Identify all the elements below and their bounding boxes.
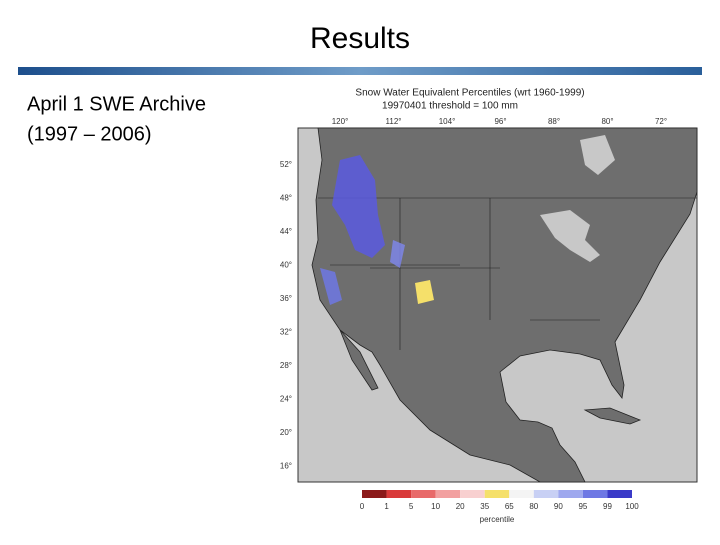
latitude-label: 16° (280, 462, 292, 471)
latitude-label: 20° (280, 428, 292, 437)
latitude-label: 36° (280, 294, 292, 303)
snow-blue (332, 155, 385, 258)
colorbar-label: 65 (505, 502, 514, 511)
great-lakes (540, 210, 600, 262)
colorbar-caption: percentile (480, 515, 515, 524)
slide-title: Results (310, 22, 410, 55)
colorbar-label: 95 (578, 502, 587, 511)
longitude-label: 72° (655, 117, 667, 126)
latitude-label: 52° (280, 160, 292, 169)
latitude-labels: 52° 48° 44° 40° 36° 32° 28° 24° 20° 16° (280, 160, 292, 471)
baja (339, 329, 379, 391)
map-figure: Snow Water Equivalent Percentiles (wrt 1… (280, 88, 698, 524)
latitude-label: 40° (280, 261, 292, 270)
cuba (583, 407, 642, 425)
longitude-label: 104° (439, 117, 456, 126)
latitude-label: 32° (280, 328, 292, 337)
colorbar-segment (558, 490, 583, 498)
colorbar-segment (509, 490, 534, 498)
colorbar-label: 20 (456, 502, 465, 511)
colorbar-label: 90 (554, 502, 563, 511)
colorbar-label: 35 (480, 502, 489, 511)
longitude-label: 80° (601, 117, 613, 126)
map-title: Snow Water Equivalent Percentiles (wrt 1… (355, 88, 584, 99)
map-subtitle: 19970401 threshold = 100 mm (382, 101, 518, 112)
latitude-label: 24° (280, 395, 292, 404)
body-text: (1997 – 2006) (27, 123, 152, 145)
body-text: April 1 SWE Archive (27, 93, 206, 115)
colorbar-label: 5 (409, 502, 414, 511)
colorbar-segment (386, 490, 412, 498)
snow-blue (390, 240, 405, 268)
colorbar-label: 100 (625, 502, 639, 511)
longitude-label: 88° (548, 117, 560, 126)
colorbar-label: 10 (431, 502, 440, 511)
latitude-label: 28° (280, 361, 292, 370)
colorbar-segment (460, 490, 485, 498)
header-bar (18, 67, 702, 75)
colorbar-segment (533, 490, 559, 498)
colorbar-segment (362, 490, 387, 498)
colorbar-label: 80 (529, 502, 538, 511)
colorbar-segment (484, 490, 510, 498)
longitude-label: 112° (386, 117, 402, 126)
latitude-label: 48° (280, 194, 292, 203)
snow-blue (320, 268, 342, 305)
hudson-bay (580, 135, 615, 175)
colorbar-label: 0 (360, 502, 365, 511)
longitude-labels: 120° 112° 104° 96° 88° 80° 72° (332, 117, 667, 126)
colorbar-label: 1 (384, 502, 389, 511)
colorbar-segment (411, 490, 436, 498)
snow-yellow (415, 280, 434, 304)
colorbar-segment (582, 490, 608, 498)
longitude-label: 120° (332, 117, 349, 126)
colorbar-segment (435, 490, 461, 498)
latitude-label: 44° (280, 227, 292, 236)
colorbar: 0 1 5 10 20 35 65 80 90 95 99 100 (360, 490, 639, 511)
longitude-label: 96° (494, 117, 506, 126)
colorbar-label: 99 (603, 502, 612, 511)
colorbar-segment (607, 490, 632, 498)
